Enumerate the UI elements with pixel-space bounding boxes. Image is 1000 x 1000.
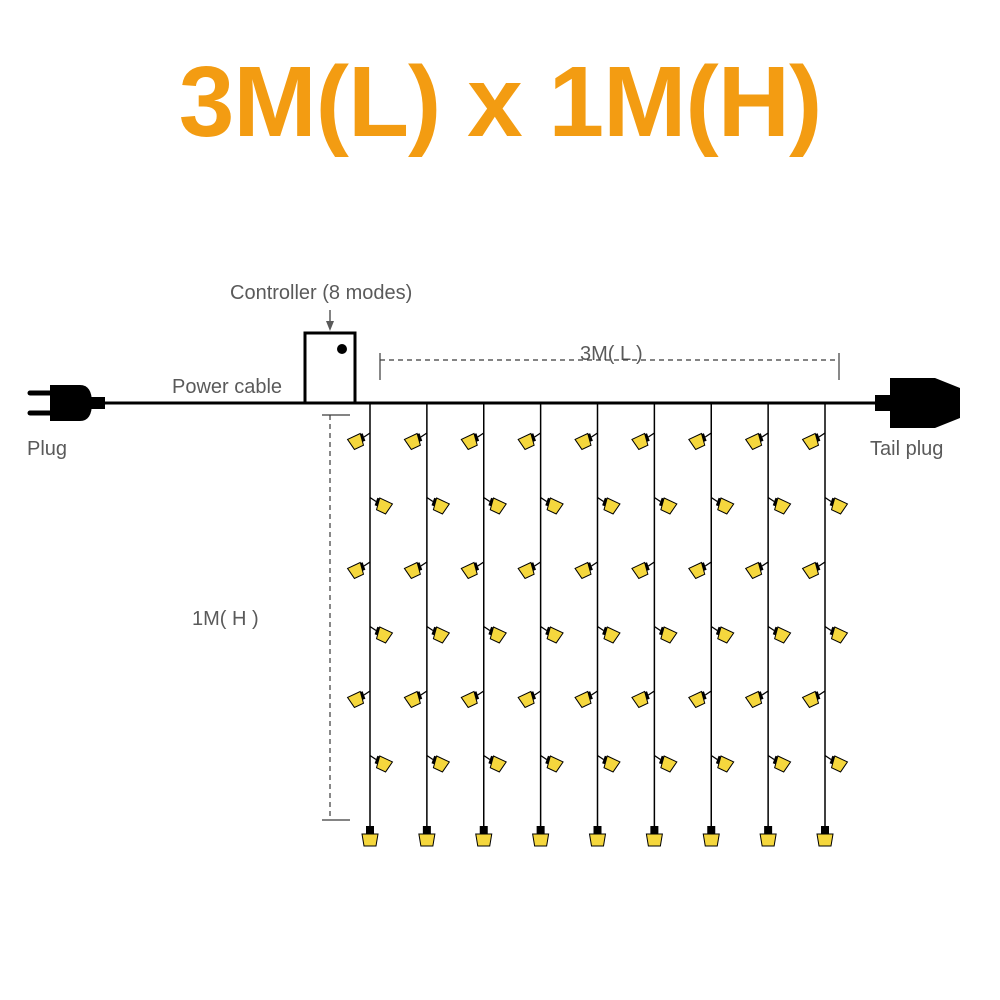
diagram-svg (0, 0, 1000, 1000)
